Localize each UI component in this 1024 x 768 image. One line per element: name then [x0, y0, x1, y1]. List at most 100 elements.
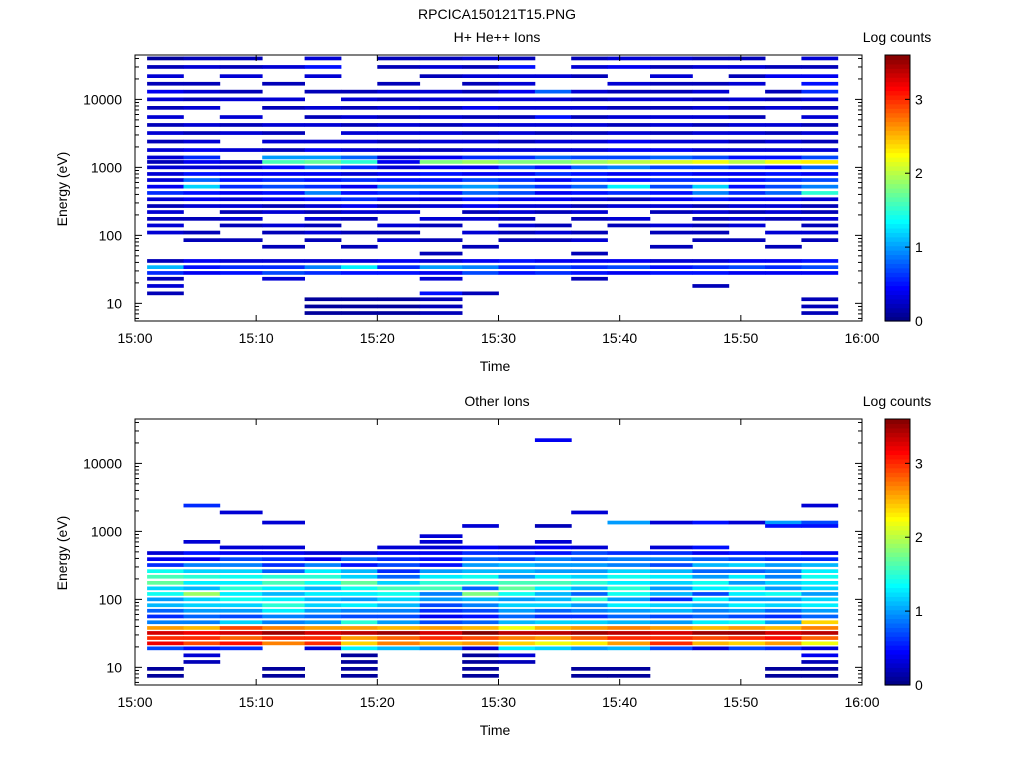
heatmap-cell: [498, 608, 536, 613]
colorbar-segment: [885, 289, 910, 295]
heatmap-cell: [765, 626, 802, 630]
heatmap-cell: [650, 557, 693, 561]
heatmap-cell: [534, 165, 572, 170]
heatmap-cell: [377, 115, 421, 119]
heatmap-cell: [650, 641, 693, 646]
x-tick-label: 15:50: [723, 694, 758, 710]
heatmap-cell: [498, 592, 536, 596]
heatmap-cell: [147, 569, 184, 573]
colorbar-segment: [885, 192, 910, 198]
heatmap-cell: [219, 636, 263, 640]
heatmap-cell: [377, 65, 421, 69]
heatmap-cell: [262, 139, 305, 144]
heatmap-cell: [765, 636, 802, 640]
heatmap-cell: [607, 641, 651, 646]
heatmap-cell: [571, 271, 608, 275]
heatmap-cell: [304, 155, 342, 160]
colorbar-segment: [885, 552, 910, 558]
heatmap-cell: [692, 631, 730, 635]
heatmap-cell: [341, 641, 378, 646]
heatmap-cell: [650, 210, 693, 214]
heatmap-cell: [571, 210, 608, 214]
heatmap-cell: [765, 641, 802, 646]
heatmap-cell: [534, 540, 572, 544]
heatmap-cell: [692, 603, 730, 608]
heatmap-cell: [147, 608, 184, 613]
heatmap-cell: [219, 259, 263, 263]
heatmap-cell: [498, 620, 536, 625]
colorbar-segment: [885, 303, 910, 309]
heatmap-cell: [462, 106, 499, 110]
heatmap-cell: [692, 563, 730, 567]
heatmap-cell: [534, 148, 572, 152]
heatmap-cell: [692, 56, 730, 61]
heatmap-cell: [183, 641, 221, 646]
colorbar-segment: [885, 281, 910, 287]
heatmap-cell: [650, 115, 693, 119]
heatmap-cell: [377, 97, 421, 102]
heatmap-cell: [147, 74, 184, 78]
x-tick-label: 15:20: [360, 330, 395, 346]
heatmap-cell: [219, 97, 263, 102]
heatmap-cell: [534, 210, 572, 214]
heatmap-cell: [462, 172, 499, 176]
heatmap-cell: [183, 569, 221, 573]
colorbar-segment: [885, 125, 910, 131]
heatmap-cell: [462, 244, 499, 249]
heatmap-cell: [377, 204, 421, 208]
heatmap-cell: [498, 210, 536, 214]
x-tick-label: 16:00: [844, 694, 879, 710]
heatmap-cell: [341, 106, 378, 110]
heatmap-cell: [147, 291, 184, 296]
heatmap-cell: [765, 603, 802, 608]
heatmap-cell: [341, 608, 378, 613]
heatmap-cell: [607, 160, 651, 164]
heatmap-cell: [419, 191, 463, 195]
heatmap-cell: [183, 557, 221, 561]
heatmap-cell: [498, 65, 536, 69]
colorbar-segment: [885, 622, 910, 628]
heatmap-cell: [341, 636, 378, 640]
panel-title: H+ He++ Ions: [454, 29, 541, 45]
heatmap-cell: [219, 626, 263, 630]
heatmap-cell: [728, 197, 766, 202]
colorbar-segment: [885, 130, 910, 136]
heatmap-cell: [377, 106, 421, 110]
heatmap-cell: [419, 259, 463, 263]
heatmap-cell: [801, 563, 839, 567]
heatmap-cell: [765, 271, 802, 275]
heatmap-cell: [219, 172, 263, 176]
heatmap-cell: [147, 191, 184, 195]
heatmap-cell: [571, 148, 608, 152]
heatmap-cell: [607, 131, 651, 135]
heatmap-cell: [462, 259, 499, 263]
heatmap-cell: [692, 271, 730, 275]
heatmap-cell: [728, 620, 766, 625]
heatmap-cell: [571, 74, 608, 78]
heatmap-cell: [607, 165, 651, 170]
heatmap-cell: [183, 238, 221, 242]
heatmap-cell: [765, 244, 802, 249]
heatmap-cell: [462, 265, 499, 269]
heatmap-cell: [147, 148, 184, 152]
heatmap-cell: [728, 123, 766, 127]
heatmap-cell: [341, 115, 378, 119]
heatmap-cell: [728, 603, 766, 608]
heatmap-cell: [728, 592, 766, 596]
heatmap-cell: [419, 89, 463, 94]
heatmap-cell: [607, 520, 651, 525]
heatmap-cell: [262, 165, 305, 170]
heatmap-cell: [692, 197, 730, 202]
heatmap-cell: [262, 123, 305, 127]
heatmap-cell: [341, 210, 378, 214]
heatmap-cell: [341, 603, 378, 608]
heatmap-cell: [728, 115, 766, 119]
heatmap-cell: [304, 271, 342, 275]
heatmap-cell: [147, 139, 184, 144]
heatmap-cell: [650, 603, 693, 608]
heatmap-cell: [341, 581, 378, 585]
heatmap-cell: [341, 184, 378, 189]
heatmap-cell: [728, 520, 766, 525]
heatmap-cell: [419, 165, 463, 170]
heatmap-cell: [765, 563, 802, 567]
